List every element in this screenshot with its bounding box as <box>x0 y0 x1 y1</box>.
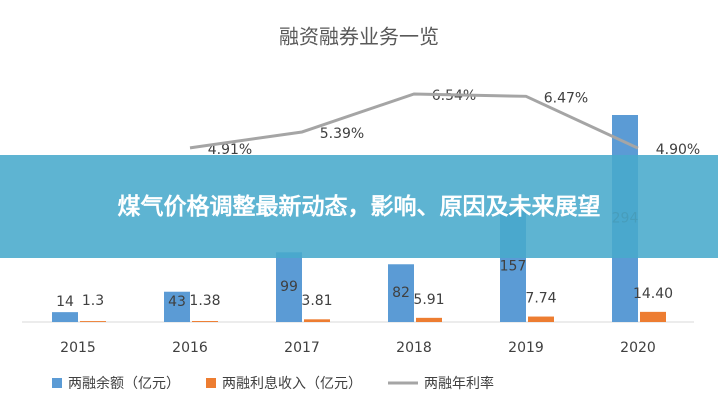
legend-label: 两融余额（亿元） <box>68 375 180 392</box>
data-label: 3.81 <box>301 293 332 309</box>
data-label: 7.74 <box>525 291 556 307</box>
chart-title: 融资融券业务一览 <box>279 25 439 49</box>
bar <box>304 319 330 322</box>
x-tick-label: 2018 <box>396 340 432 356</box>
x-tick-label: 2019 <box>508 340 544 356</box>
data-label: 99 <box>280 279 298 295</box>
data-label: 157 <box>500 259 527 275</box>
bar <box>276 252 302 322</box>
bar <box>164 291 190 322</box>
legend-label: 两融年利率 <box>424 375 494 392</box>
data-label: 4.91% <box>208 142 252 158</box>
data-label: 5.91 <box>413 292 444 308</box>
data-label: 5.39% <box>320 126 364 142</box>
data-label: 14.40 <box>633 286 673 302</box>
data-label: 1.38 <box>189 293 220 309</box>
data-label: 1.3 <box>82 293 104 309</box>
x-tick-label: 2015 <box>60 340 96 356</box>
bar <box>52 312 78 322</box>
bar <box>640 311 666 322</box>
bar <box>416 317 442 322</box>
line <box>189 92 639 150</box>
banner: 煤气价格调整最新动态，影响、原因及未来展望 <box>0 155 718 258</box>
x-tick-label: 2017 <box>284 340 320 356</box>
bar <box>192 321 218 322</box>
banner-text: 煤气价格调整最新动态，影响、原因及未来展望 <box>117 193 601 220</box>
bar <box>528 316 554 322</box>
data-label: 14 <box>56 294 74 310</box>
x-tick-label: 2020 <box>620 340 656 356</box>
bar <box>80 321 106 322</box>
bar <box>388 264 414 322</box>
data-label: 4.90% <box>656 142 700 158</box>
data-label: 6.47% <box>544 90 588 106</box>
legend-swatch <box>206 378 216 388</box>
legend-label: 两融利息收入（亿元） <box>222 375 362 392</box>
data-label: 82 <box>392 285 410 301</box>
x-tick-label: 2016 <box>172 340 208 356</box>
legend-swatch <box>52 378 62 388</box>
data-label: 43 <box>168 294 186 310</box>
